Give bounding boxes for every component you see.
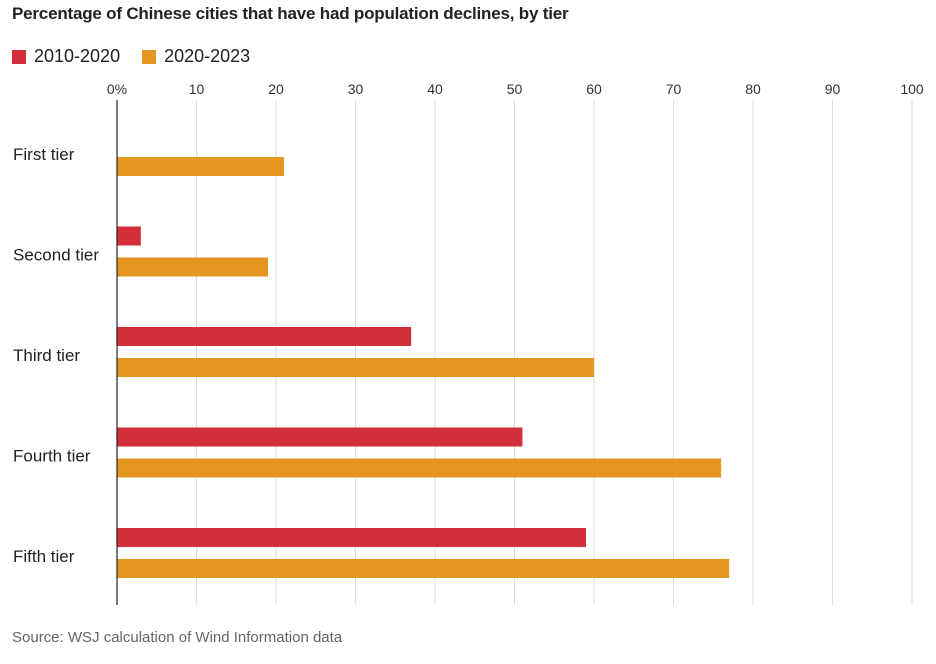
category-label-2: Third tier bbox=[13, 346, 80, 365]
x-tick-label-80: 80 bbox=[745, 81, 761, 97]
bar-2010-2020-4 bbox=[117, 528, 586, 547]
bar-2020-2023-3 bbox=[117, 459, 721, 478]
bar-chart: 0% 10 20 30 40 50 60 70 80 90 100 First tier Second … bbox=[0, 0, 936, 664]
x-tick-label-30: 30 bbox=[348, 81, 364, 97]
bar-2010-2020-1 bbox=[117, 227, 141, 246]
category-label-0: First tier bbox=[13, 145, 75, 164]
category-label-3: Fourth tier bbox=[13, 447, 91, 466]
category-label-1: Second tier bbox=[13, 246, 99, 265]
x-tick-label-70: 70 bbox=[666, 81, 682, 97]
x-tick-label-40: 40 bbox=[427, 81, 443, 97]
bar-2020-2023-4 bbox=[117, 559, 729, 578]
x-tick-label-0: 0% bbox=[107, 81, 127, 97]
x-tick-label-60: 60 bbox=[586, 81, 602, 97]
category-label-4: Fifth tier bbox=[13, 547, 75, 566]
x-tick-label-100: 100 bbox=[900, 81, 924, 97]
bar-2020-2023-1 bbox=[117, 258, 268, 277]
bar-2010-2020-3 bbox=[117, 428, 522, 447]
bar-2020-2023-0 bbox=[117, 157, 284, 176]
x-tick-label-10: 10 bbox=[189, 81, 205, 97]
bar-2010-2020-2 bbox=[117, 327, 411, 346]
x-tick-label-50: 50 bbox=[507, 81, 523, 97]
x-tick-label-20: 20 bbox=[268, 81, 284, 97]
x-tick-label-90: 90 bbox=[825, 81, 841, 97]
source-note: Source: WSJ calculation of Wind Informat… bbox=[12, 629, 342, 646]
bar-2020-2023-2 bbox=[117, 358, 594, 377]
